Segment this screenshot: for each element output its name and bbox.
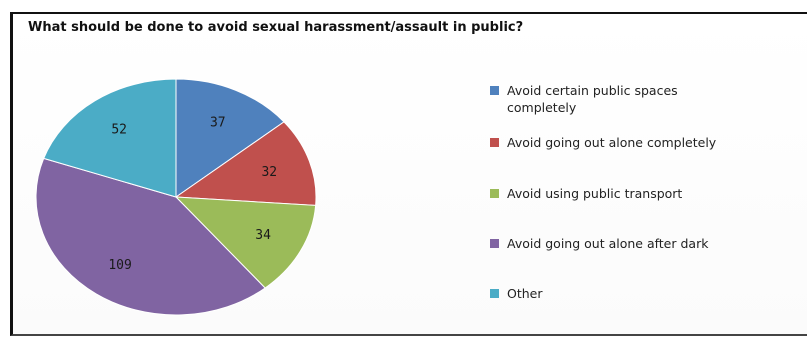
legend-swatch xyxy=(490,239,499,248)
legend-label: Avoid going out alone after dark xyxy=(507,236,709,251)
pie-data-label: 34 xyxy=(255,228,271,243)
legend-swatch xyxy=(490,86,499,95)
legend-item: Other xyxy=(490,285,797,302)
pie-slice xyxy=(175,78,285,198)
pie-slice xyxy=(174,121,317,206)
legend-swatch xyxy=(490,138,499,147)
legend-item: Avoid going out alone completely xyxy=(490,134,797,151)
legend-item: Avoid certain public spaces completely xyxy=(490,82,682,116)
pie-data-label: 52 xyxy=(111,123,127,138)
pie-data-labels: 37 32 34 109 52 xyxy=(108,115,277,272)
legend-swatch xyxy=(490,289,499,298)
pie-data-label: 32 xyxy=(261,165,277,180)
pie-slices xyxy=(35,78,317,316)
legend-label: Avoid using public transport xyxy=(507,186,683,201)
legend-swatch xyxy=(490,189,499,198)
legend-label: Avoid going out alone completely xyxy=(507,135,717,150)
pie-slice xyxy=(35,157,266,316)
pie-slice xyxy=(43,78,177,198)
pie-slice xyxy=(174,196,317,289)
chart-title: What should be done to avoid sexual hara… xyxy=(28,20,524,35)
legend-item: Avoid going out alone after dark xyxy=(490,235,797,252)
legend-item: Avoid using public transport xyxy=(490,185,797,202)
legend-label: Avoid certain public spaces completely xyxy=(507,83,678,115)
pie-data-label: 109 xyxy=(108,258,131,273)
legend-label: Other xyxy=(507,286,543,301)
pie-data-label: 37 xyxy=(210,115,226,130)
